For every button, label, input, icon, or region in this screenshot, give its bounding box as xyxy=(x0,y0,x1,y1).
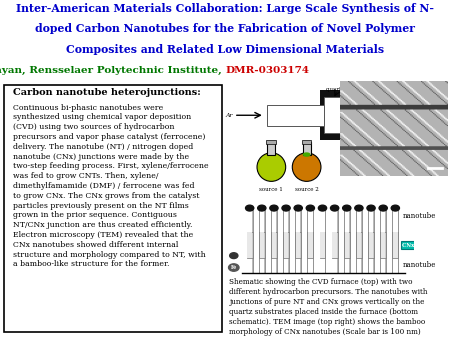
Bar xyxy=(369,210,374,273)
Circle shape xyxy=(230,253,238,259)
Bar xyxy=(356,232,362,258)
Bar xyxy=(344,232,350,258)
Ellipse shape xyxy=(292,153,321,182)
Bar xyxy=(259,232,265,258)
Text: Continuous bi-phasic nanotubes were
synthesized using chemical vapor deposition
: Continuous bi-phasic nanotubes were synt… xyxy=(14,104,209,268)
Bar xyxy=(284,232,288,258)
Bar xyxy=(267,104,324,126)
Bar xyxy=(357,232,361,258)
Bar xyxy=(356,210,362,273)
Bar xyxy=(348,128,404,137)
Bar xyxy=(333,232,337,258)
Text: Ar: Ar xyxy=(226,113,233,118)
Bar xyxy=(307,232,313,258)
Text: Carbon nanotube heterojunctions:: Carbon nanotube heterojunctions: xyxy=(14,88,201,97)
Bar xyxy=(320,90,439,140)
Bar xyxy=(380,210,386,273)
Bar xyxy=(266,140,276,144)
Circle shape xyxy=(306,205,315,211)
Bar xyxy=(393,232,397,258)
Bar xyxy=(308,232,313,258)
Ellipse shape xyxy=(303,152,310,157)
Bar xyxy=(259,210,265,273)
Text: quartz tube: quartz tube xyxy=(326,87,358,92)
Bar xyxy=(380,232,386,258)
Bar xyxy=(357,210,361,273)
Text: CNx nanotube: CNx nanotube xyxy=(402,243,445,247)
Bar xyxy=(332,210,338,273)
Circle shape xyxy=(258,205,266,211)
Bar xyxy=(303,142,310,154)
Circle shape xyxy=(330,205,339,211)
Circle shape xyxy=(246,205,254,211)
Bar xyxy=(381,232,386,258)
Text: Composites and Related Low Dimensional Materials: Composites and Related Low Dimensional M… xyxy=(66,44,384,54)
Bar xyxy=(345,232,349,258)
Circle shape xyxy=(342,205,351,211)
Bar xyxy=(248,232,252,258)
Text: source 2: source 2 xyxy=(295,187,319,192)
Bar xyxy=(295,232,301,258)
Bar xyxy=(272,232,276,258)
Text: DMR-0303174: DMR-0303174 xyxy=(225,66,309,75)
Text: furnace: furnace xyxy=(359,87,382,92)
Bar xyxy=(344,210,350,273)
Circle shape xyxy=(355,205,363,211)
Bar xyxy=(308,210,313,273)
Circle shape xyxy=(229,264,239,271)
Text: nanotube: nanotube xyxy=(403,261,436,269)
Bar xyxy=(332,232,338,258)
Bar xyxy=(392,210,398,273)
Text: Shematic showing the CVD furnace (top) with two
different hydrocarbon precursors: Shematic showing the CVD furnace (top) w… xyxy=(230,278,428,336)
Bar xyxy=(260,210,264,273)
Bar xyxy=(320,232,325,258)
Text: source 1: source 1 xyxy=(260,187,283,192)
Bar xyxy=(260,232,264,258)
Bar xyxy=(302,140,311,144)
Circle shape xyxy=(319,205,327,211)
Bar xyxy=(368,210,374,273)
Bar xyxy=(283,232,289,258)
Circle shape xyxy=(294,205,302,211)
Bar xyxy=(295,210,301,273)
Bar xyxy=(307,210,313,273)
Text: Fe: Fe xyxy=(231,265,237,270)
Bar xyxy=(320,210,325,273)
Bar xyxy=(345,210,349,273)
Bar xyxy=(320,210,325,273)
Bar xyxy=(392,232,398,258)
Bar xyxy=(393,210,397,273)
Circle shape xyxy=(367,205,375,211)
Bar xyxy=(401,241,435,249)
Bar xyxy=(272,210,276,273)
Ellipse shape xyxy=(257,153,286,182)
Bar xyxy=(368,232,374,258)
Bar xyxy=(381,210,386,273)
Bar xyxy=(248,210,252,273)
Text: Inter-American Materials Collaboration: Large Scale Synthesis of N-: Inter-American Materials Collaboration: … xyxy=(16,3,434,14)
Bar xyxy=(296,210,301,273)
Circle shape xyxy=(282,205,290,211)
Text: Pulickel M. Ajayan, Rensselaer Polytechnic Institute,: Pulickel M. Ajayan, Rensselaer Polytechn… xyxy=(0,66,225,75)
Bar xyxy=(247,232,252,258)
Circle shape xyxy=(391,205,400,211)
Text: doped Carbon Nanotubes for the Fabrication of Novel Polymer: doped Carbon Nanotubes for the Fabricati… xyxy=(35,23,415,34)
Circle shape xyxy=(379,205,387,211)
Bar xyxy=(296,232,301,258)
Bar xyxy=(324,97,435,133)
Circle shape xyxy=(270,205,278,211)
Bar xyxy=(271,210,277,273)
Bar xyxy=(284,210,288,273)
Bar xyxy=(283,210,289,273)
Bar xyxy=(320,232,325,258)
Text: nanotube: nanotube xyxy=(403,212,436,220)
Bar xyxy=(247,210,252,273)
Bar xyxy=(267,142,275,154)
Bar xyxy=(369,232,374,258)
Bar xyxy=(333,210,337,273)
Bar xyxy=(271,232,277,258)
